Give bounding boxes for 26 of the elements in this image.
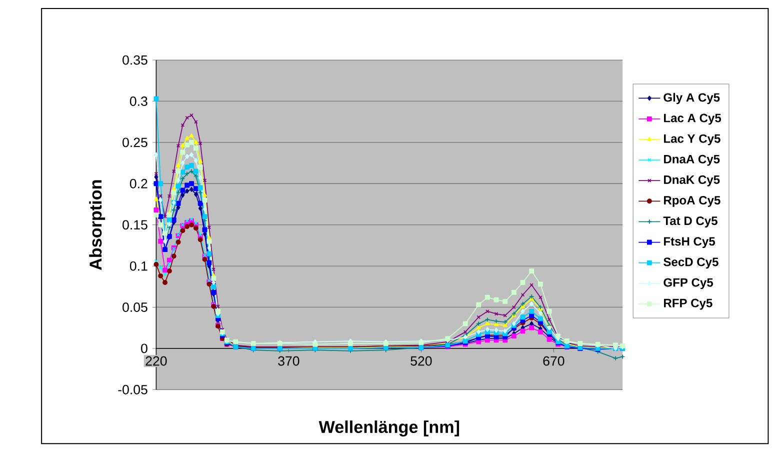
x-tick-label: 220 xyxy=(146,356,167,366)
legend-label: SecD Cy5 xyxy=(664,258,718,269)
y-tick-label: 0.25 xyxy=(122,138,148,148)
y-tick-label: 0.2 xyxy=(130,178,148,188)
legend-label: DnaA Cy5 xyxy=(664,154,720,166)
x-tick-label: 520 xyxy=(410,356,432,366)
legend-label: FtsH Cy5 xyxy=(664,237,715,248)
legend-label: Gly A Cy5 xyxy=(664,92,720,104)
x-tick-label: 370 xyxy=(278,356,300,366)
legend-label: Lac Y Cy5 xyxy=(664,134,720,146)
y-tick-label: 0.3 xyxy=(130,96,148,106)
y-axis-title: Absorption xyxy=(89,180,106,270)
x-tick-label: 670 xyxy=(543,356,564,366)
x-axis-title: Wellenlänge [nm] xyxy=(318,420,460,436)
legend-label: DnaK Cy5 xyxy=(664,175,720,186)
legend-label: RpoA Cy5 xyxy=(664,196,720,207)
y-tick-label: 0.05 xyxy=(122,302,148,312)
y-tick-label: 0.15 xyxy=(122,220,148,230)
legend-label: GFP Cy5 xyxy=(664,278,714,290)
y-tick-label: 0.35 xyxy=(122,55,148,65)
legend-label: Lac A Cy5 xyxy=(664,114,722,125)
y-tick-label: 0 xyxy=(141,344,148,354)
y-tick-label: 0.1 xyxy=(130,261,148,271)
legend-label: RFP Cy5 xyxy=(664,298,712,310)
legend-label: Tat D Cy5 xyxy=(663,216,718,228)
y-tick-label: -0.05 xyxy=(118,384,148,394)
